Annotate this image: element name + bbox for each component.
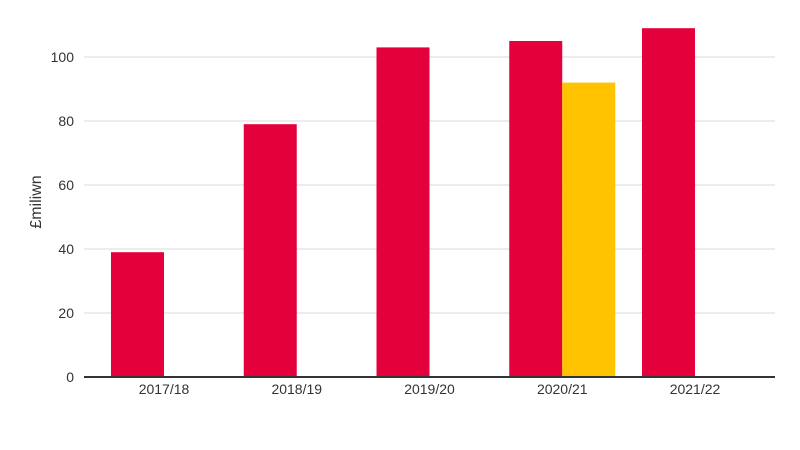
y-tick-label: 100 — [51, 49, 75, 65]
bar — [243, 124, 297, 377]
x-tick-label: 2018/19 — [271, 381, 322, 397]
y-axis-label: £miliwn — [28, 175, 45, 228]
y-tick-label: 20 — [58, 305, 74, 321]
bar — [111, 252, 164, 377]
bars — [111, 28, 695, 378]
bar — [509, 41, 563, 377]
y-tick-label: 60 — [58, 177, 74, 193]
bar — [642, 28, 695, 377]
x-tick-label: 2020/21 — [537, 381, 588, 397]
x-tick-label: 2019/20 — [404, 381, 455, 397]
bar — [562, 82, 616, 377]
y-tick-label: 0 — [66, 369, 74, 385]
x-tick-labels: 2017/18 2018/19 2019/20 2020/21 2021/22 — [139, 381, 721, 397]
x-tick-label: 2017/18 — [139, 381, 190, 397]
y-tick-labels: 0 20 40 60 80 100 — [51, 49, 75, 385]
x-tick-label: 2021/22 — [670, 381, 721, 397]
bar — [376, 47, 430, 378]
y-tick-label: 40 — [58, 241, 74, 257]
y-tick-label: 80 — [58, 113, 74, 129]
